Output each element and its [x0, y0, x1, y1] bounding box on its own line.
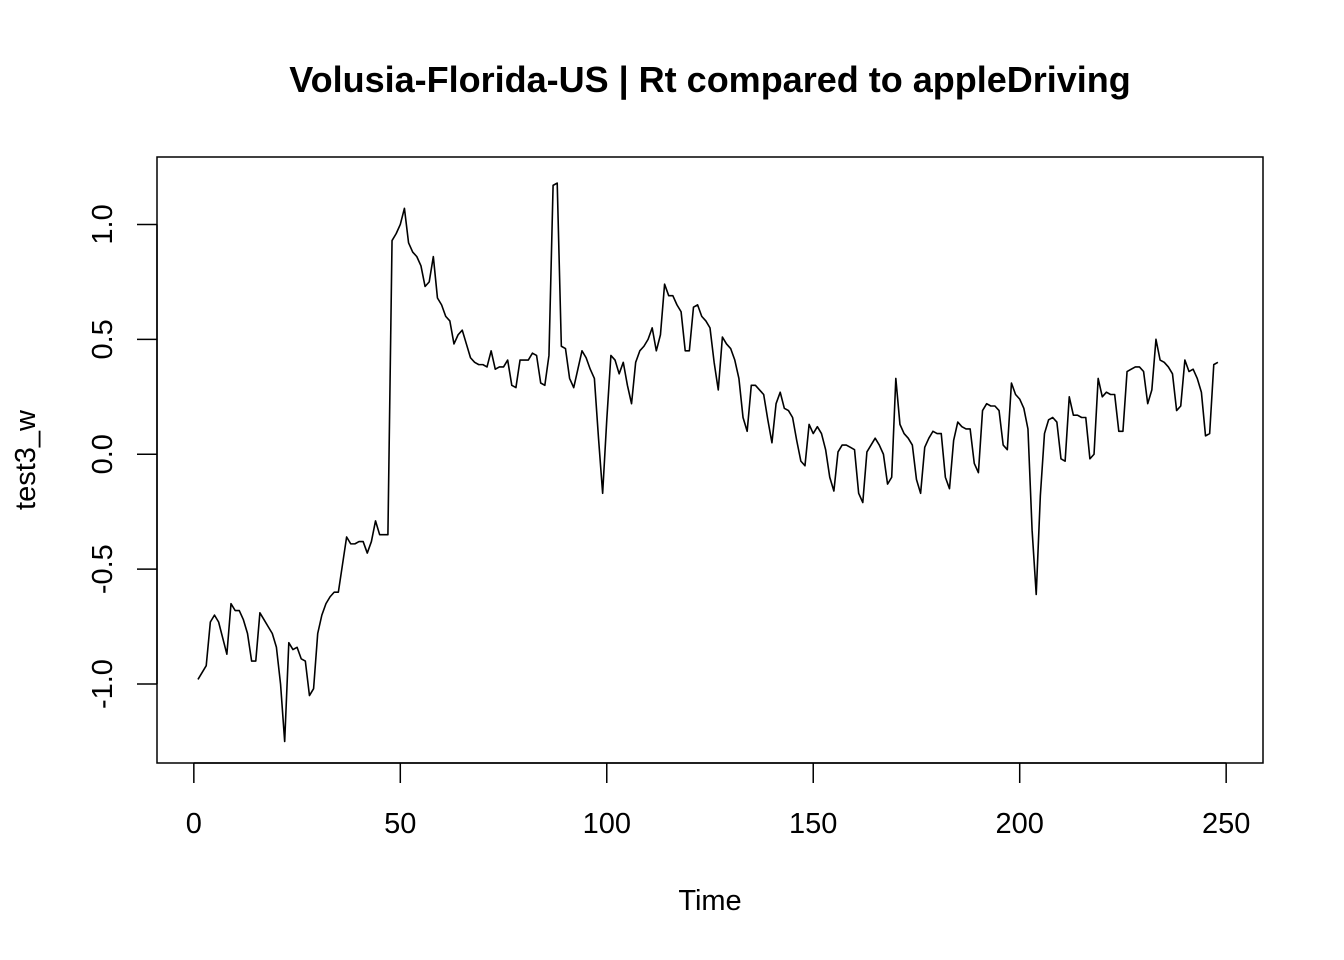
- x-tick-label: 0: [186, 808, 202, 840]
- y-axis: -1.0 -0.5 0.0 0.5 1.0: [87, 204, 158, 709]
- x-tick-label: 150: [789, 808, 837, 840]
- x-tick-label: 50: [384, 808, 416, 840]
- y-tick-label: -1.0: [87, 659, 119, 709]
- y-tick-label: 0.5: [87, 319, 119, 359]
- plot-frame: [156, 156, 1264, 764]
- y-tick-label: -0.5: [87, 544, 119, 594]
- x-tick-label: 200: [996, 808, 1044, 840]
- chart-title: Volusia-Florida-US | Rt compared to appl…: [289, 59, 1131, 101]
- y-tick-label: 0.0: [87, 434, 119, 474]
- x-axis-label: Time: [678, 885, 741, 917]
- x-axis: 0 50 100 150 200 250: [186, 762, 1250, 840]
- x-tick-label: 250: [1202, 808, 1250, 840]
- y-tick-label: 1.0: [87, 204, 119, 244]
- x-tick-label: 100: [583, 808, 631, 840]
- y-axis-label: test3_w: [10, 409, 42, 510]
- series-line: [197, 182, 1219, 743]
